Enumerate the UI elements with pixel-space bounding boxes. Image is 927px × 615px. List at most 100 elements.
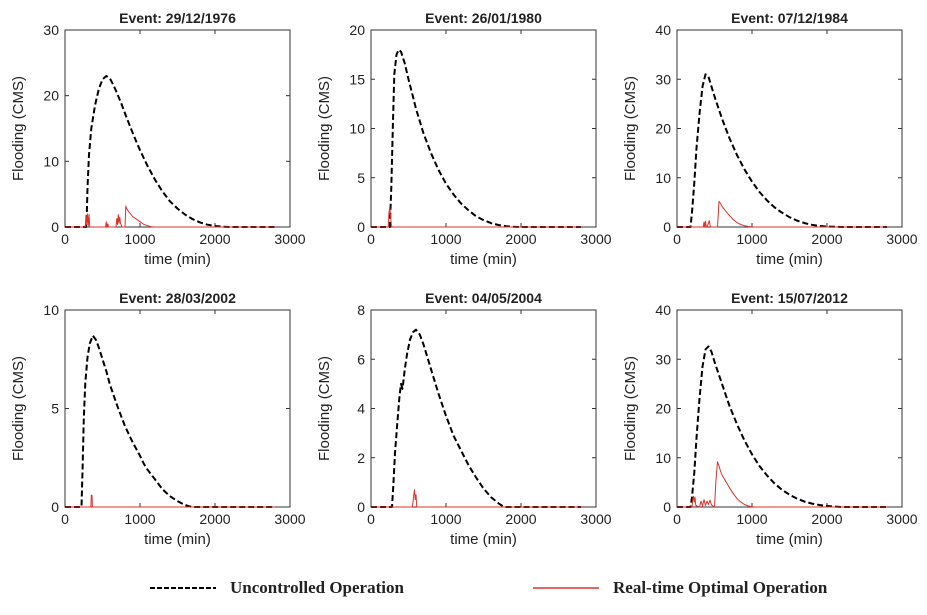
- y-tick-label: 6: [357, 351, 365, 367]
- y-tick-label: 5: [51, 401, 59, 417]
- y-tick-label: 10: [655, 450, 671, 466]
- subplot-title: Event: 07/12/1984: [731, 10, 848, 26]
- x-tick-label: 0: [673, 511, 681, 527]
- series-line-optimal: [371, 489, 581, 508]
- y-axis-label: Flooding (CMS): [316, 76, 333, 181]
- x-axis-label: time (min): [144, 531, 211, 548]
- axes-box: [676, 309, 903, 508]
- series-line-uncontrolled: [677, 73, 887, 228]
- y-tick-label: 0: [51, 219, 59, 235]
- series-line-uncontrolled: [65, 75, 275, 228]
- axes-box: [64, 29, 291, 228]
- y-tick-label: 0: [663, 219, 671, 235]
- y-tick-label: 0: [357, 219, 365, 235]
- subplot: Event: 28/03/2002 0 1000 2000 3000 0 5 10 time (…: [10, 290, 306, 548]
- x-tick-label: 2000: [199, 231, 230, 247]
- x-axis-label: time (min): [144, 251, 211, 268]
- subplot-title: Event: 29/12/1976: [119, 10, 236, 26]
- y-tick-label: 20: [349, 22, 365, 38]
- legend-swatch-uncontrolled: [150, 587, 216, 589]
- y-tick-label: 30: [43, 22, 59, 38]
- x-tick-label: 2000: [811, 231, 842, 247]
- x-tick-label: 2000: [505, 511, 536, 527]
- y-tick-label: 0: [663, 499, 671, 515]
- y-tick-label: 4: [357, 401, 365, 417]
- y-tick-label: 30: [655, 351, 671, 367]
- x-tick-label: 3000: [580, 511, 611, 527]
- x-axis-label: time (min): [450, 251, 517, 268]
- axes-box: [676, 29, 903, 228]
- subplot-title: Event: 04/05/2004: [425, 290, 542, 306]
- x-tick-label: 1000: [736, 231, 767, 247]
- subplot-title: Event: 26/01/1980: [425, 10, 542, 26]
- series-line-optimal: [65, 205, 275, 228]
- subplot: Event: 26/01/1980 0 1000 2000 3000 0 5 10 15 20 ti…: [316, 10, 612, 268]
- x-tick-label: 0: [367, 231, 375, 247]
- axes-box: [370, 309, 597, 508]
- subplot-title: Event: 28/03/2002: [119, 290, 236, 306]
- x-tick-label: 1000: [124, 511, 155, 527]
- x-tick-label: 1000: [124, 231, 155, 247]
- y-tick-label: 5: [357, 170, 365, 186]
- x-tick-label: 3000: [886, 231, 917, 247]
- y-tick-label: 0: [51, 499, 59, 515]
- y-tick-label: 8: [357, 302, 365, 318]
- axes-box: [370, 29, 597, 228]
- subplot: Event: 29/12/1976 0 1000 2000 3000 0 10 20 30 tim…: [10, 10, 306, 268]
- x-tick-label: 2000: [811, 511, 842, 527]
- x-tick-label: 3000: [274, 231, 305, 247]
- legend: Uncontrolled Operation Real-time Optimal…: [0, 568, 927, 608]
- x-tick-label: 1000: [736, 511, 767, 527]
- legend-item-uncontrolled: Uncontrolled Operation: [150, 578, 404, 598]
- y-axis-label: Flooding (CMS): [10, 76, 27, 181]
- series-line-optimal: [371, 206, 581, 228]
- x-axis-label: time (min): [756, 251, 823, 268]
- legend-item-optimal: Real-time Optimal Operation: [533, 578, 827, 598]
- x-tick-label: 3000: [580, 231, 611, 247]
- y-tick-label: 15: [349, 71, 365, 87]
- series-line-uncontrolled: [65, 334, 275, 508]
- y-tick-label: 40: [655, 22, 671, 38]
- series-line-optimal: [677, 461, 887, 508]
- y-tick-label: 10: [43, 302, 59, 318]
- y-tick-label: 20: [655, 121, 671, 137]
- x-axis-label: time (min): [450, 531, 517, 548]
- y-axis-label: Flooding (CMS): [622, 356, 639, 461]
- y-tick-label: 0: [357, 499, 365, 515]
- x-tick-label: 1000: [430, 511, 461, 527]
- y-tick-label: 30: [655, 71, 671, 87]
- subplot: Event: 04/05/2004 0 1000 2000 3000 0 2 4 6 8 time …: [316, 290, 612, 548]
- y-tick-label: 10: [655, 170, 671, 186]
- y-tick-label: 10: [349, 121, 365, 137]
- y-tick-label: 20: [655, 401, 671, 417]
- x-tick-label: 0: [61, 511, 69, 527]
- x-tick-label: 0: [61, 231, 69, 247]
- series-line-uncontrolled: [371, 48, 581, 228]
- subplot-title: Event: 15/07/2012: [731, 290, 848, 306]
- x-tick-label: 0: [367, 511, 375, 527]
- subplot: Event: 15/07/2012 0 1000 2000 3000 0 10 20 30 40 t…: [622, 290, 918, 548]
- legend-label-optimal: Real-time Optimal Operation: [613, 578, 828, 597]
- x-tick-label: 2000: [505, 231, 536, 247]
- y-axis-label: Flooding (CMS): [316, 356, 333, 461]
- x-tick-label: 1000: [430, 231, 461, 247]
- axes-box: [64, 309, 291, 508]
- series-line-optimal: [65, 494, 275, 508]
- y-tick-label: 20: [43, 88, 59, 104]
- y-tick-label: 40: [655, 302, 671, 318]
- series-line-uncontrolled: [371, 328, 581, 508]
- x-tick-label: 3000: [886, 511, 917, 527]
- x-tick-label: 2000: [199, 511, 230, 527]
- x-tick-label: 0: [673, 231, 681, 247]
- y-tick-label: 10: [43, 153, 59, 169]
- x-axis-label: time (min): [756, 531, 823, 548]
- subplot: Event: 07/12/1984 0 1000 2000 3000 0 10 20 30 40 t…: [622, 10, 918, 268]
- legend-label-uncontrolled: Uncontrolled Operation: [230, 578, 404, 597]
- y-tick-label: 2: [357, 450, 365, 466]
- series-line-optimal: [677, 200, 887, 228]
- legend-swatch-optimal: [533, 587, 599, 589]
- y-axis-label: Flooding (CMS): [10, 356, 27, 461]
- series-line-uncontrolled: [677, 345, 887, 508]
- y-axis-label: Flooding (CMS): [622, 76, 639, 181]
